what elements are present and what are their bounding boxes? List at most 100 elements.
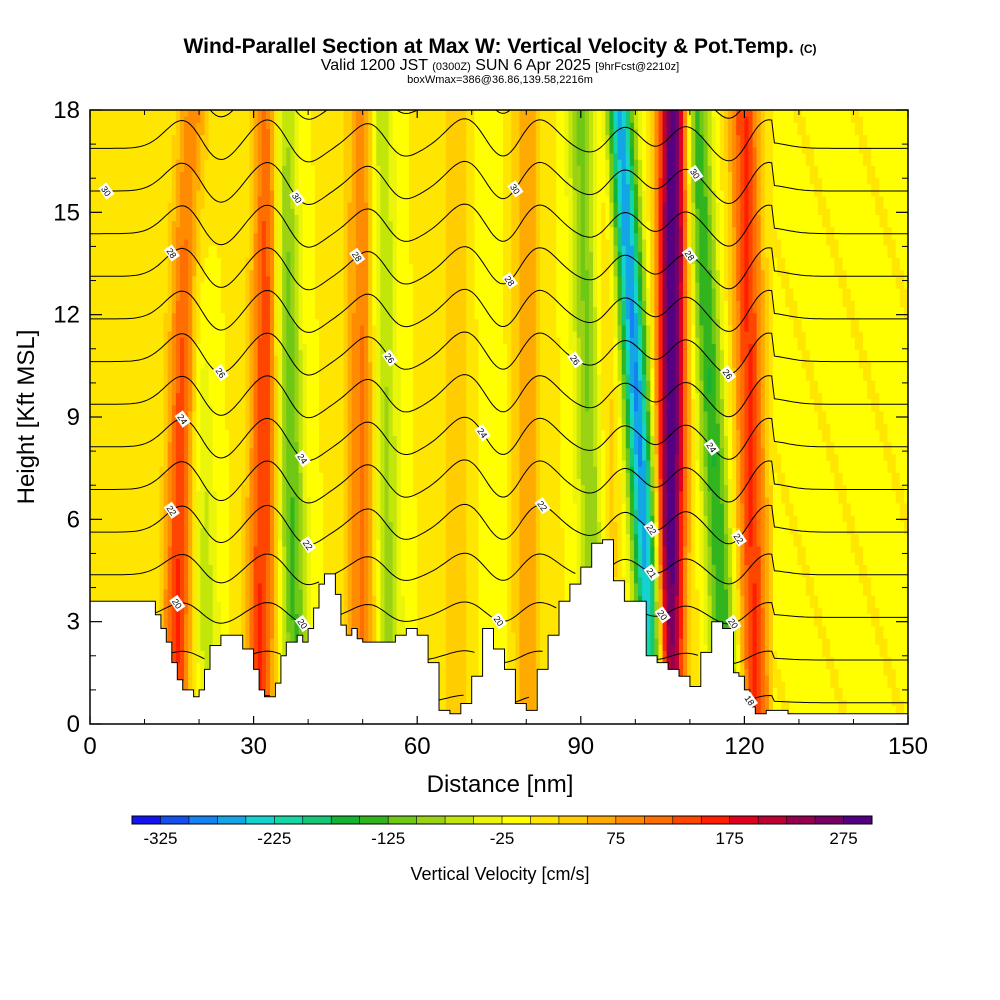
field-cell xyxy=(98,128,103,136)
field-cell xyxy=(241,324,247,332)
field-cell xyxy=(147,140,152,148)
field-cell xyxy=(241,263,247,271)
field-cell xyxy=(110,214,116,222)
field-cell xyxy=(286,545,292,553)
field-cell xyxy=(126,417,132,424)
field-cell xyxy=(139,545,144,553)
field-cell xyxy=(184,558,189,565)
field-cell xyxy=(265,650,271,658)
field-cell xyxy=(212,447,218,455)
field-cell xyxy=(151,380,157,387)
field-cell xyxy=(134,165,140,172)
field-cell xyxy=(282,300,287,308)
field-cell xyxy=(274,410,279,418)
field-cell xyxy=(167,374,173,381)
field-cell xyxy=(224,472,230,479)
field-cell xyxy=(102,281,107,289)
field-cell xyxy=(171,116,177,123)
field-cell xyxy=(216,601,222,608)
field-cell xyxy=(204,232,210,240)
field-cell xyxy=(118,159,124,166)
field-cell xyxy=(274,619,279,627)
field-cell xyxy=(224,159,230,166)
field-cell xyxy=(265,214,271,222)
field-cell xyxy=(118,423,124,430)
field-cell xyxy=(155,165,161,172)
field-cell xyxy=(139,177,144,185)
field-cell xyxy=(167,588,173,596)
field-cell xyxy=(229,331,234,338)
field-cell xyxy=(106,263,112,271)
field-cell xyxy=(192,110,197,117)
field-cell xyxy=(192,214,197,222)
field-cell xyxy=(257,631,263,639)
field-cell xyxy=(253,116,259,123)
field-cell xyxy=(241,441,247,449)
field-cell xyxy=(224,502,230,510)
field-cell xyxy=(179,521,185,529)
field-cell xyxy=(122,269,128,277)
field-cell xyxy=(118,490,124,498)
field-cell xyxy=(237,232,242,240)
field-cell xyxy=(224,588,230,596)
field-cell xyxy=(269,361,275,369)
field-cell xyxy=(208,275,214,283)
field-cell xyxy=(245,496,251,504)
field-cell xyxy=(171,226,177,234)
field-cell xyxy=(200,558,206,565)
field-cell xyxy=(212,582,218,590)
field-cell xyxy=(163,159,169,166)
field-cell xyxy=(110,195,116,203)
field-cell xyxy=(175,306,181,314)
field-cell xyxy=(151,318,157,326)
field-cell xyxy=(179,539,185,547)
field-cell xyxy=(241,447,247,455)
field-cell xyxy=(118,545,124,553)
field-cell xyxy=(208,509,214,516)
field-cell xyxy=(290,533,296,541)
field-cell xyxy=(159,159,165,166)
field-cell xyxy=(179,478,185,486)
field-cell xyxy=(274,214,279,222)
field-cell xyxy=(196,251,202,258)
field-cell xyxy=(171,638,177,645)
field-cell xyxy=(155,189,161,197)
field-cell xyxy=(282,539,287,547)
field-cell xyxy=(261,613,267,621)
field-cell xyxy=(179,441,185,449)
field-cell xyxy=(265,490,271,498)
field-cell xyxy=(94,318,99,326)
field-cell xyxy=(143,122,148,130)
field-cell xyxy=(229,423,234,430)
field-cell xyxy=(229,576,234,584)
field-cell xyxy=(274,116,279,123)
field-cell xyxy=(278,343,283,351)
field-cell xyxy=(184,202,189,209)
field-cell xyxy=(241,515,247,522)
field-cell xyxy=(269,644,275,651)
field-cell xyxy=(147,122,152,130)
field-cell xyxy=(241,490,247,498)
field-cell xyxy=(94,324,99,332)
field-cell xyxy=(167,447,173,455)
field-cell xyxy=(241,386,247,394)
field-cell xyxy=(208,324,214,332)
field-cell xyxy=(98,318,103,326)
field-cell xyxy=(159,220,165,228)
field-cell xyxy=(90,318,95,326)
field-cell xyxy=(233,570,238,578)
field-cell xyxy=(122,294,128,301)
field-cell xyxy=(241,306,247,314)
field-cell xyxy=(110,134,116,142)
field-cell xyxy=(90,349,95,357)
field-cell xyxy=(278,484,283,492)
field-cell xyxy=(175,588,181,596)
field-cell xyxy=(188,208,193,215)
field-cell xyxy=(282,275,287,283)
field-cell xyxy=(196,509,202,516)
field-cell xyxy=(265,361,271,369)
field-cell xyxy=(171,380,177,387)
field-cell xyxy=(98,294,103,301)
field-cell xyxy=(286,478,292,486)
field-cell xyxy=(126,386,132,394)
